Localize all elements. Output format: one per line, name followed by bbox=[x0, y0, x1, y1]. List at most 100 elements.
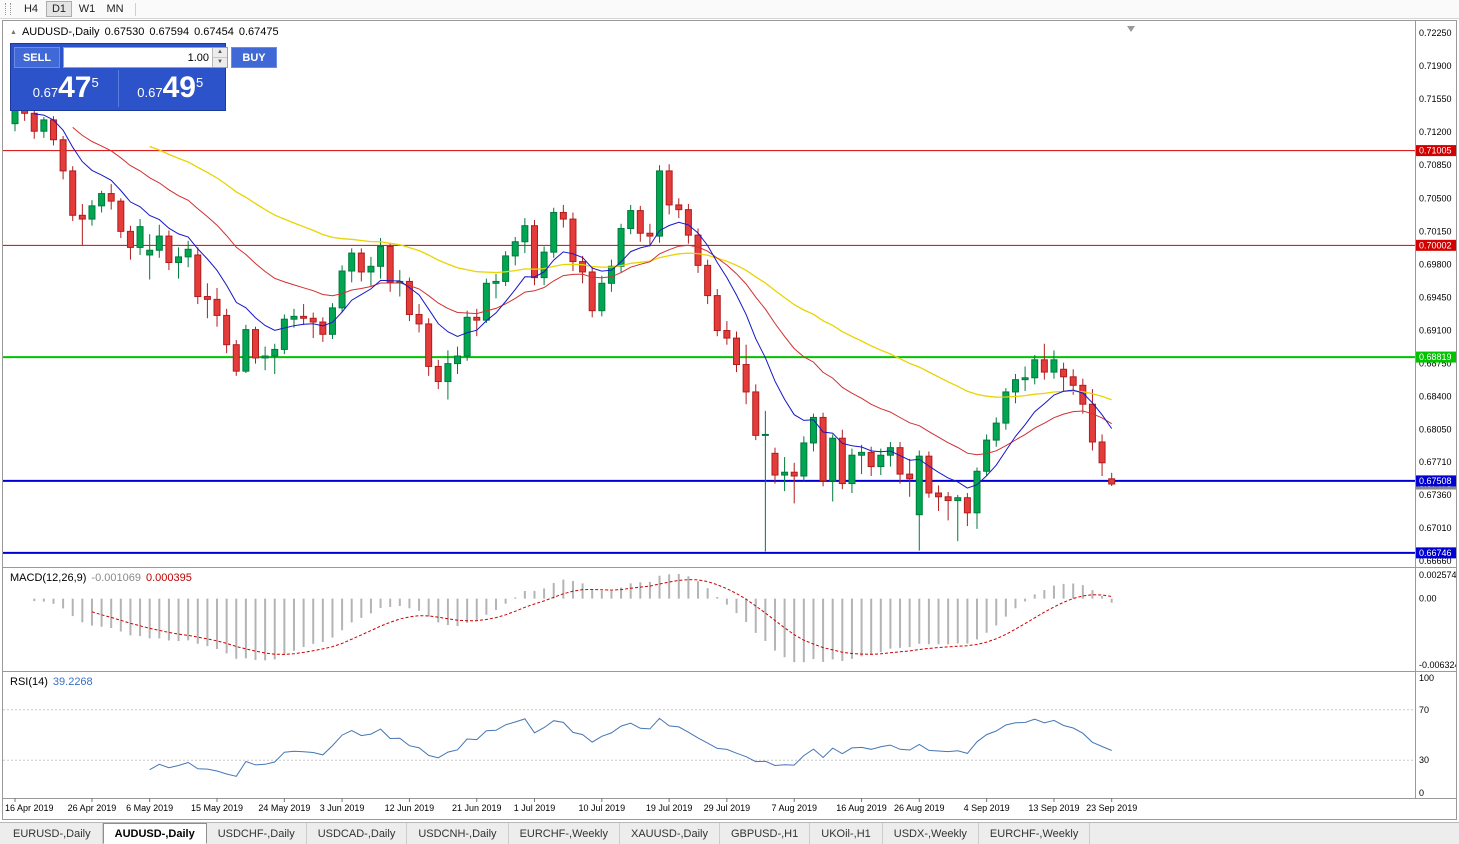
volume-down-icon[interactable]: ▼ bbox=[213, 57, 227, 67]
chart-tab-usdx-weekly[interactable]: USDX-,Weekly bbox=[883, 823, 979, 844]
macd-indicator-label: MACD(12,26,9) -0.001069 0.000395 bbox=[10, 572, 192, 584]
date-label: 16 Apr 2019 bbox=[5, 803, 54, 813]
buy-price-big: 49 bbox=[162, 71, 196, 104]
buy-price-sup: 5 bbox=[195, 75, 204, 90]
candle-body bbox=[1069, 376, 1077, 386]
candle-body bbox=[1060, 368, 1068, 378]
candle-body bbox=[915, 455, 923, 516]
toolbar-drag-handle[interactable] bbox=[5, 3, 11, 15]
candle-body bbox=[482, 282, 490, 321]
rsi-indicator-label: RSI(14) 39.2268 bbox=[10, 676, 93, 688]
chart-window: 0.72250 0.71900 0.71550 0.71200 0.70850 0.705… bbox=[2, 20, 1457, 820]
rsi-axis-label: 100 bbox=[1419, 673, 1434, 683]
candle-body bbox=[848, 454, 856, 485]
timeframe-mn-button[interactable]: MN bbox=[102, 1, 128, 17]
candle-body bbox=[300, 315, 308, 319]
candle-body bbox=[98, 193, 106, 207]
date-label: 16 Aug 2019 bbox=[836, 803, 887, 813]
candle-body bbox=[954, 497, 962, 502]
macd-axis-label: 0.0025740 bbox=[1419, 570, 1456, 580]
candle-body bbox=[829, 437, 837, 482]
chart-tab-usdcnh-daily[interactable]: USDCNH-,Daily bbox=[407, 823, 509, 844]
chart-tab-xauusd-daily[interactable]: XAUUSD-,Daily bbox=[620, 823, 720, 844]
sell-price-display[interactable]: 0.67475 bbox=[14, 70, 118, 107]
timeframe-d1-button[interactable]: D1 bbox=[46, 1, 72, 17]
price-axis-label: 0.68050 bbox=[1419, 425, 1452, 435]
candle-body bbox=[627, 210, 635, 230]
date-label: 1 Jul 2019 bbox=[514, 803, 556, 813]
candle-body bbox=[944, 496, 952, 502]
candle-body bbox=[1031, 359, 1039, 379]
level-price-tag bbox=[1416, 239, 1456, 251]
level-price-tag bbox=[1416, 145, 1456, 157]
date-label: 21 Jun 2019 bbox=[452, 803, 502, 813]
rsi-line bbox=[149, 717, 1112, 777]
candle-body bbox=[973, 470, 981, 514]
volume-spinner: ▲ ▼ bbox=[212, 48, 227, 67]
candle-body bbox=[925, 455, 933, 494]
candle-body bbox=[1050, 359, 1058, 373]
buy-price-prefix: 0.67 bbox=[137, 85, 163, 100]
price-axis-label: 0.68750 bbox=[1419, 359, 1452, 369]
buy-price-display[interactable]: 0.67495 bbox=[117, 70, 223, 107]
candle-body bbox=[30, 112, 38, 132]
candle-body bbox=[357, 252, 365, 273]
candle-body bbox=[733, 337, 740, 366]
bar-open-value: 0.67530 bbox=[104, 26, 145, 38]
price-axis-label: 0.67710 bbox=[1419, 457, 1452, 467]
date-label: 3 Jun 2019 bbox=[320, 803, 365, 813]
macd-axis-label: 0.00 bbox=[1419, 594, 1437, 604]
chart-tab-audusd-daily[interactable]: AUDUSD-,Daily bbox=[102, 823, 207, 844]
timeframe-w1-button[interactable]: W1 bbox=[74, 1, 100, 17]
chart-tab-eurchf-weekly[interactable]: EURCHF-,Weekly bbox=[509, 823, 620, 844]
candle-body bbox=[569, 218, 577, 263]
date-label: 4 Sep 2019 bbox=[964, 803, 1010, 813]
buy-button[interactable]: BUY bbox=[231, 47, 277, 68]
candle-body bbox=[194, 254, 202, 298]
price-axis-label: 0.68400 bbox=[1419, 392, 1452, 402]
volume-input[interactable] bbox=[64, 48, 212, 67]
sell-button[interactable]: SELL bbox=[14, 47, 60, 68]
price-axis-label: 0.70150 bbox=[1419, 226, 1452, 236]
date-label: 29 Jul 2019 bbox=[704, 803, 751, 813]
top-toolbar: H4 D1 W1 MN bbox=[0, 0, 1459, 19]
rsi-axis-label: 70 bbox=[1419, 705, 1429, 715]
chart-tab-ukoil-h1[interactable]: UKOil-,H1 bbox=[810, 823, 883, 844]
candle-body bbox=[367, 265, 375, 273]
macd-axis-label: -0.0063240 bbox=[1419, 660, 1456, 670]
candle-body bbox=[136, 226, 144, 248]
candle-body bbox=[1040, 359, 1048, 373]
bar-low-value: 0.67454 bbox=[194, 26, 234, 38]
collapse-panel-icon[interactable]: ▲ bbox=[10, 28, 17, 36]
timeframe-h4-button[interactable]: H4 bbox=[18, 1, 44, 17]
chart-canvas[interactable]: 0.72250 0.71900 0.71550 0.71200 0.70850 0.705… bbox=[3, 21, 1456, 819]
volume-up-icon[interactable]: ▲ bbox=[213, 48, 227, 57]
candle-body bbox=[434, 365, 442, 383]
candle-body bbox=[588, 271, 596, 312]
chart-tab-usdchf-daily[interactable]: USDCHF-,Daily bbox=[207, 823, 307, 844]
candle-body bbox=[338, 270, 346, 309]
candle-body bbox=[319, 321, 327, 335]
date-label: 26 Aug 2019 bbox=[894, 803, 945, 813]
price-axis-label: 0.70500 bbox=[1419, 193, 1452, 203]
candle-body bbox=[203, 296, 211, 300]
candle-body bbox=[232, 344, 240, 372]
macd-signal-value: 0.000395 bbox=[145, 572, 192, 584]
level-price-tag-label: 0.68819 bbox=[1419, 352, 1452, 362]
date-label: 10 Jul 2019 bbox=[579, 803, 626, 813]
candle-body bbox=[290, 315, 298, 320]
candle-body bbox=[742, 364, 750, 393]
chart-tab-gbpusd-h1[interactable]: GBPUSD-,H1 bbox=[720, 823, 811, 844]
chart-tab-eurusd-daily[interactable]: EURUSD-,Daily bbox=[2, 823, 103, 844]
chart-tab-eurchf-weekly[interactable]: EURCHF-,Weekly bbox=[979, 823, 1091, 844]
candle-body bbox=[271, 348, 279, 357]
chart-tab-usdcad-daily[interactable]: USDCAD-,Daily bbox=[307, 823, 408, 844]
chart-shift-marker[interactable] bbox=[1127, 26, 1135, 32]
candle-body bbox=[502, 255, 510, 282]
candle-body bbox=[492, 280, 500, 284]
price-axis-label: 0.67010 bbox=[1419, 523, 1452, 533]
macd-signal-line bbox=[91, 579, 1112, 655]
date-label: 24 May 2019 bbox=[258, 803, 310, 813]
candle-body bbox=[867, 451, 875, 468]
macd-main-value: -0.001069 bbox=[91, 572, 141, 584]
